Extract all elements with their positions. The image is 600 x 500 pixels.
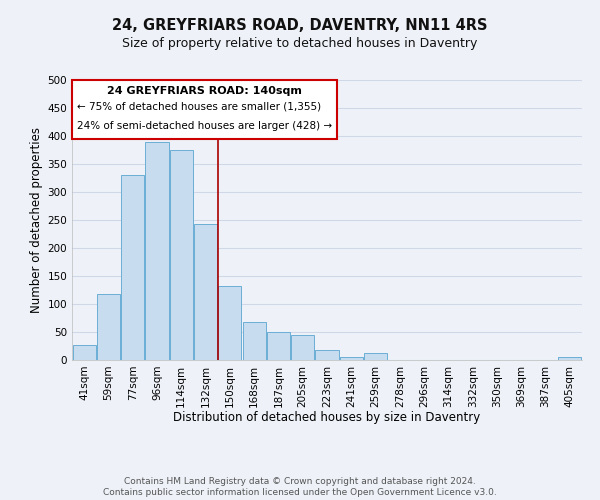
X-axis label: Distribution of detached houses by size in Daventry: Distribution of detached houses by size … bbox=[173, 411, 481, 424]
Text: Contains HM Land Registry data © Crown copyright and database right 2024.: Contains HM Land Registry data © Crown c… bbox=[124, 476, 476, 486]
Text: 24% of semi-detached houses are larger (428) →: 24% of semi-detached houses are larger (… bbox=[77, 121, 332, 131]
Text: Size of property relative to detached houses in Daventry: Size of property relative to detached ho… bbox=[122, 38, 478, 51]
Bar bbox=[364, 352, 387, 360]
Bar bbox=[291, 335, 314, 360]
Bar bbox=[73, 345, 95, 360]
Text: Contains public sector information licensed under the Open Government Licence v3: Contains public sector information licen… bbox=[103, 488, 497, 497]
Bar bbox=[145, 142, 169, 360]
Bar bbox=[97, 294, 120, 360]
Y-axis label: Number of detached properties: Number of detached properties bbox=[30, 127, 43, 313]
Bar bbox=[267, 332, 290, 360]
Bar bbox=[242, 322, 266, 360]
Bar bbox=[340, 356, 363, 360]
Text: ← 75% of detached houses are smaller (1,355): ← 75% of detached houses are smaller (1,… bbox=[77, 102, 321, 112]
Text: 24, GREYFRIARS ROAD, DAVENTRY, NN11 4RS: 24, GREYFRIARS ROAD, DAVENTRY, NN11 4RS bbox=[112, 18, 488, 32]
Bar bbox=[559, 357, 581, 360]
Bar bbox=[218, 286, 241, 360]
Bar bbox=[170, 150, 193, 360]
Text: 24 GREYFRIARS ROAD: 140sqm: 24 GREYFRIARS ROAD: 140sqm bbox=[107, 86, 302, 96]
Bar bbox=[316, 350, 338, 360]
Bar bbox=[194, 224, 217, 360]
FancyBboxPatch shape bbox=[72, 80, 337, 139]
Bar bbox=[121, 175, 144, 360]
